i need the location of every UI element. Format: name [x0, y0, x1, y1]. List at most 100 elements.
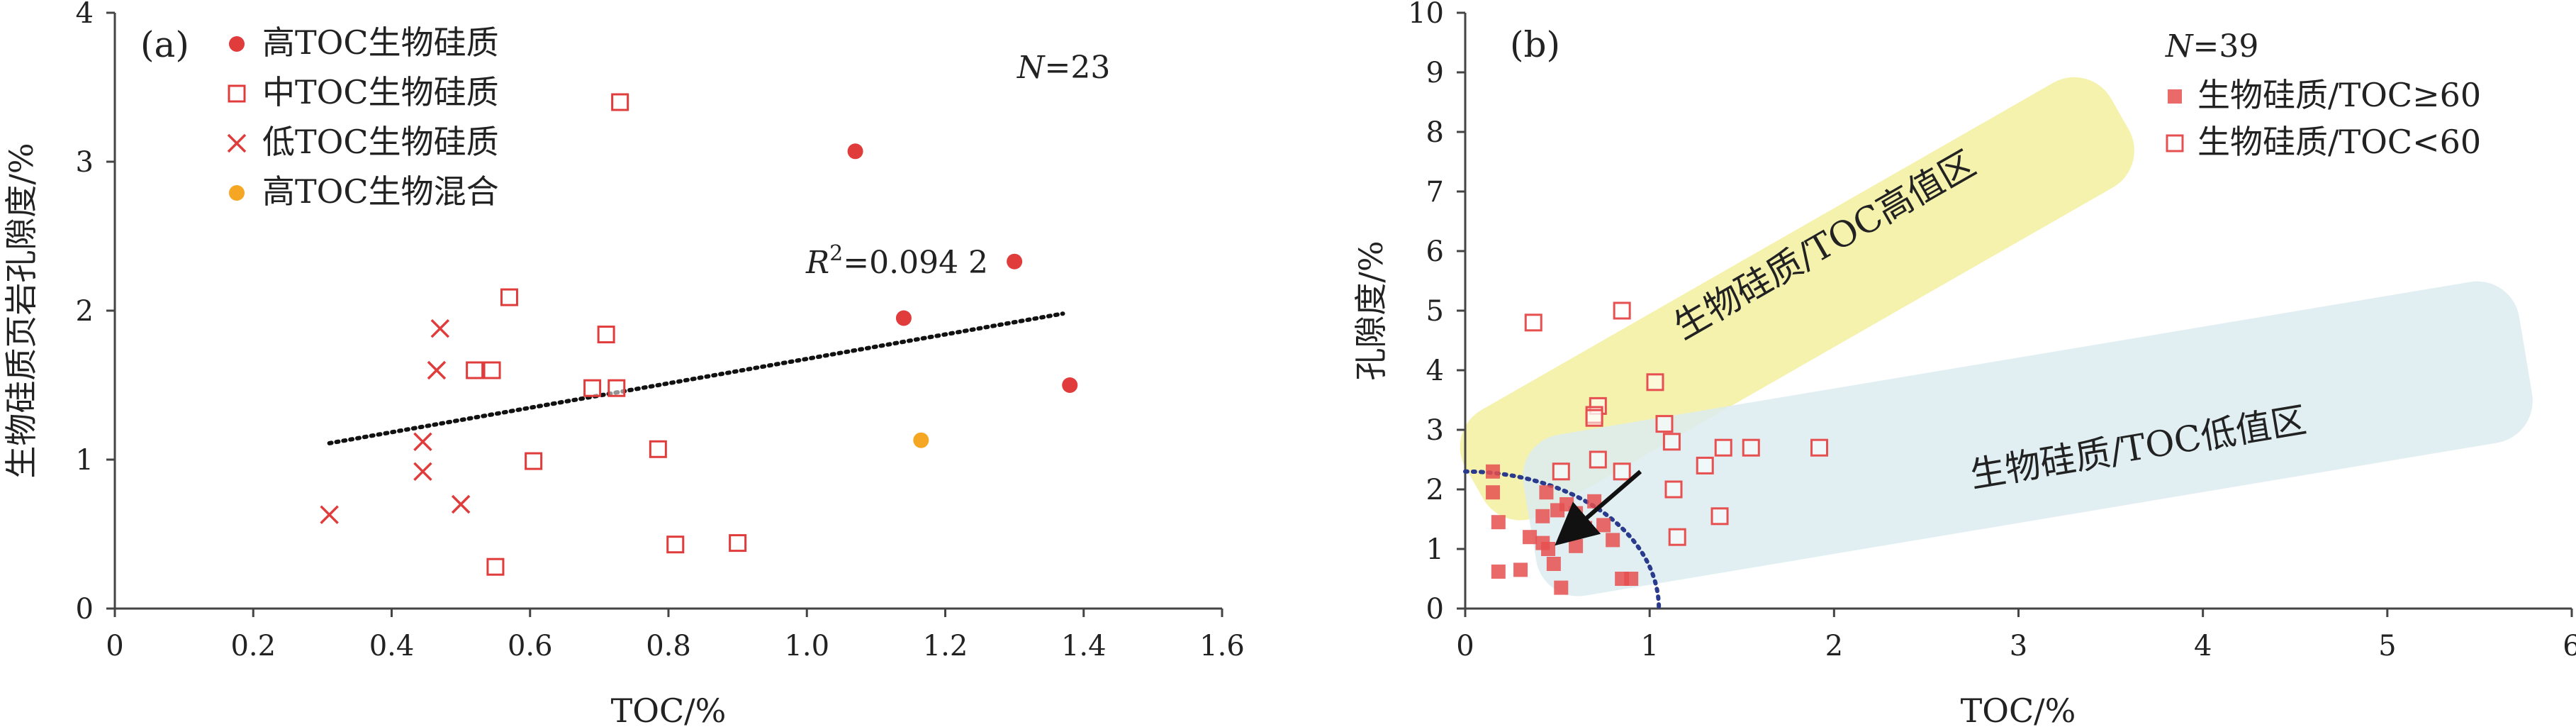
panel-b-y-tick-label: 8 [1426, 116, 1444, 149]
panel-a-legend-label-2: 低TOC生物硅质 [262, 123, 499, 161]
panel-a-point-series-1 [607, 379, 626, 397]
panel-a-x-tick-label: 0.2 [230, 630, 276, 662]
panel-b-x-tick-label: 4 [2194, 630, 2212, 662]
panel-a-point-series-0 [847, 143, 863, 160]
panel-b-x-tick-labels: 0 1 2 3 4 5 6 [1456, 609, 2576, 662]
panel-b-x-tick-label: 0 [1456, 630, 1474, 662]
panel-a-r2-prefix: R [805, 245, 829, 281]
panel-b-y-tick-label: 2 [1426, 474, 1444, 506]
panel-b-n-value: =39 [2193, 28, 2259, 65]
panel-a-point-series-2 [430, 318, 450, 338]
chart-panel-a: 0 0.2 0.4 0.6 0.8 1.0 1.2 1.4 1.6 0 1 2 3 4 (a) N=23… [2, 0, 1245, 727]
panel-a-x-tick-label: 1.4 [1061, 630, 1107, 662]
panel-a-legend-label-3: 高TOC生物混合 [262, 172, 499, 211]
panel-a-label: (a) [140, 24, 189, 65]
panel-b-trend-arrow [1555, 470, 1642, 546]
panel-b-point-series-0 [1554, 580, 1569, 595]
panel-b-y-tick-label: 3 [1426, 414, 1444, 447]
panel-a-legend-label-0: 高TOC生物硅质 [262, 23, 499, 62]
panel-b-point-series-0 [1569, 538, 1584, 553]
panel-a-legend-marker-3 [229, 185, 245, 201]
panel-a-trendline [327, 311, 1065, 445]
panel-b-point-series-0 [1513, 562, 1528, 577]
panel-a-point-series-1 [500, 288, 518, 306]
panel-b-n-prefix: N [2165, 28, 2194, 65]
panel-b-x-tick-label: 5 [2378, 630, 2396, 662]
panel-b-point-series-1 [1662, 433, 1681, 451]
panel-a-r2-label: R2=0.094 2 [805, 241, 988, 281]
panel-b-point-series-0 [1491, 564, 1506, 579]
panel-b-zones [1460, 77, 2533, 596]
panel-b-point-series-1 [1810, 438, 1829, 457]
panel-a-point-series-0 [1062, 377, 1078, 393]
panel-b-point-series-0 [1596, 518, 1611, 533]
panel-b-x-axis-label: TOC/% [1961, 692, 2076, 727]
panel-b-point-series-0 [1535, 509, 1550, 523]
panel-b-point-series-0 [1486, 464, 1501, 479]
panel-b-boundary-curve [1463, 469, 1662, 611]
panel-a-x-axis-label: TOC/% [611, 692, 727, 727]
panel-a-legend-label-1: 中TOC生物硅质 [262, 73, 499, 111]
panel-a-x-tick-label: 0.4 [369, 630, 415, 662]
panel-a-n-prefix: N [1017, 50, 1046, 86]
panel-b-point-series-0 [1606, 533, 1620, 548]
panel-a-legend-marker-1 [228, 84, 246, 103]
panel-b-legend-marker-1 [2166, 134, 2184, 152]
panel-a-point-series-3 [913, 432, 929, 448]
zone-high-value [1460, 77, 2134, 521]
panel-b-point-series-0 [1541, 542, 1556, 556]
panel-b-y-tick-label: 1 [1426, 533, 1444, 566]
panel-b-point-series-1 [1664, 480, 1683, 499]
panel-a-y-tick-labels: 0 1 2 3 4 [76, 0, 115, 626]
panel-b-point-series-1 [1552, 462, 1570, 481]
panel-b-legend-marker-0 [2168, 89, 2182, 104]
panel-a-data-points [320, 93, 1078, 576]
panel-a-y-tick-label: 1 [76, 444, 94, 477]
panel-a-y-tick-label: 3 [76, 146, 94, 179]
panel-b-point-series-1 [1524, 313, 1542, 332]
panel-a-n-label: N=23 [1017, 50, 1110, 86]
panel-a-point-series-1 [597, 326, 615, 344]
panel-a-y-tick-label: 0 [76, 593, 94, 626]
panel-a-point-series-2 [413, 432, 432, 452]
panel-b-point-series-1 [1710, 507, 1729, 526]
panel-b-y-tick-label: 5 [1426, 295, 1444, 328]
panel-b-point-series-1 [1646, 373, 1664, 392]
panel-a-point-series-1 [611, 93, 629, 111]
panel-b-legend-label-0: 生物硅质/TOC≥60 [2197, 76, 2481, 114]
panel-b-point-series-1 [1696, 456, 1714, 475]
panel-a-point-series-2 [451, 494, 471, 514]
panel-b-n-label: N=39 [2165, 28, 2258, 65]
panel-b-point-series-0 [1491, 515, 1506, 530]
panel-a-point-series-2 [320, 505, 339, 524]
panel-b-point-series-0 [1569, 506, 1584, 521]
panel-a-point-series-1 [483, 361, 501, 379]
panel-b-point-series-1 [1613, 301, 1631, 320]
panel-a-y-axis-label: 生物硅质页岩孔隙度/% [2, 143, 40, 478]
panel-a-x-tick-label: 0.8 [646, 630, 691, 662]
panel-b-point-series-0 [1546, 557, 1561, 571]
panel-b-x-tick-label: 3 [2010, 630, 2027, 662]
zone-low-value [1523, 281, 2533, 596]
panel-b-x-tick-label: 1 [1640, 630, 1658, 662]
panel-b-y-tick-label: 0 [1426, 593, 1444, 626]
panel-a-point-series-2 [427, 360, 447, 380]
panel-a-point-series-1 [466, 361, 484, 379]
panel-a-point-series-1 [486, 557, 505, 576]
panel-a-x-tick-label: 1.6 [1199, 630, 1245, 662]
panel-b-y-tick-label: 7 [1426, 176, 1444, 209]
panel-b-y-tick-label: 10 [1408, 0, 1444, 30]
panel-a-x-tick-labels: 0 0.2 0.4 0.6 0.8 1.0 1.2 1.4 1.6 [106, 609, 1245, 662]
panel-a-legend-marker-2 [227, 133, 247, 153]
panel-a-r2-sup: 2 [829, 241, 843, 266]
panel-a-x-tick-label: 1.2 [923, 630, 968, 662]
panel-a-y-tick-label: 4 [76, 0, 94, 30]
panel-b-point-series-0 [1624, 572, 1639, 586]
panel-a-point-series-0 [1007, 253, 1023, 270]
panel-a-point-series-1 [666, 535, 685, 554]
panel-b-point-series-1 [1613, 462, 1631, 481]
panel-a-n-value: =23 [1045, 50, 1111, 86]
